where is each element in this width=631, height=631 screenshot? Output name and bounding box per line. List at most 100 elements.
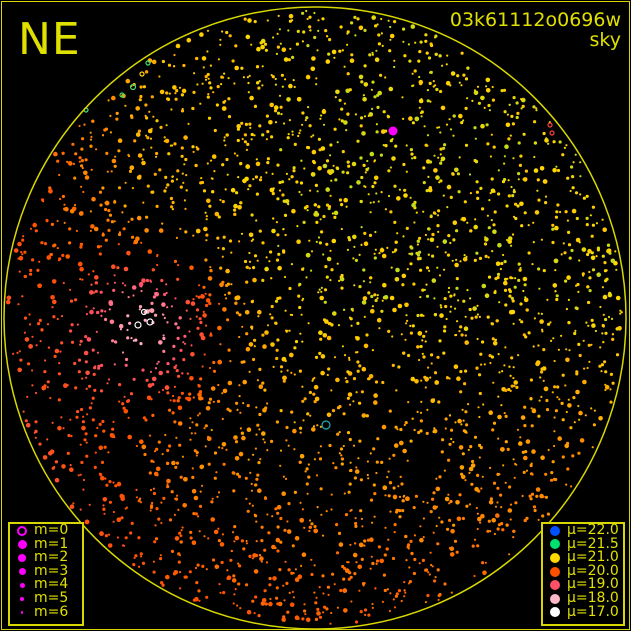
star-mark: [143, 452, 147, 457]
star-mark: [227, 115, 232, 119]
star-mark: [270, 316, 274, 320]
star-mark: [547, 142, 550, 145]
star-mark: [475, 506, 478, 510]
star-mark: [79, 508, 82, 511]
star-mark: [505, 523, 509, 527]
star-mark: [301, 111, 305, 115]
star-mark: [491, 250, 494, 253]
star-mark: [320, 286, 323, 289]
star-mark: [457, 190, 461, 194]
star-mark: [158, 228, 164, 233]
star-mark: [56, 159, 60, 163]
star-mark: [223, 72, 226, 75]
star-mark: [239, 411, 242, 414]
star-mark: [149, 58, 152, 61]
star-mark: [591, 223, 596, 227]
star-mark: [441, 438, 445, 442]
star-mark: [330, 493, 333, 496]
star-mark: [455, 500, 460, 505]
star-mark: [346, 160, 350, 164]
star-mark: [57, 425, 62, 431]
star-mark: [248, 260, 252, 263]
star-mark: [360, 175, 364, 180]
star-mark: [70, 340, 75, 344]
star-mark: [533, 168, 539, 173]
star-mark: [203, 535, 206, 538]
star-mark: [24, 419, 28, 423]
star-mark: [148, 434, 152, 437]
star-mark: [363, 231, 367, 235]
star-mark: [175, 236, 178, 239]
star-mark: [135, 444, 138, 448]
star-mark: [183, 199, 186, 202]
star-mark: [229, 360, 232, 363]
star-mark: [222, 247, 225, 250]
star-mark: [578, 241, 581, 244]
star-mark: [531, 263, 534, 266]
star-mark: [439, 89, 443, 94]
star-mark: [170, 305, 173, 308]
star-mark: [463, 382, 467, 386]
star-mark: [288, 119, 291, 122]
star-mark: [234, 440, 239, 444]
star-mark: [450, 428, 454, 432]
star-mark: [161, 453, 164, 456]
star-mark: [524, 169, 529, 173]
star-mark: [249, 126, 252, 129]
star-mark: [460, 423, 463, 426]
star-mark: [104, 207, 108, 212]
star-mark: [63, 207, 67, 211]
star-mark: [522, 289, 525, 293]
star-mark: [205, 233, 209, 237]
star-mark: [271, 228, 276, 234]
star-mark: [350, 53, 354, 57]
star-mark: [80, 407, 84, 412]
star-mark: [173, 259, 178, 263]
star-mark: [540, 370, 544, 374]
star-mark: [615, 268, 618, 271]
star-mark: [518, 441, 523, 446]
star-mark: [353, 476, 357, 480]
star-mark: [185, 174, 188, 177]
star-mark: [439, 304, 442, 307]
star-mark: [488, 410, 494, 416]
star-mark: [257, 315, 260, 318]
star-mark: [303, 167, 306, 170]
star-mark: [425, 266, 430, 270]
star-mark: [353, 284, 356, 287]
star-mark: [242, 379, 247, 385]
star-mark: [452, 114, 456, 118]
star-mark: [389, 592, 392, 595]
star-mark: [130, 337, 133, 340]
star-mark: [313, 212, 318, 217]
star-mark: [361, 413, 367, 418]
star-mark: [264, 266, 269, 272]
star-mark: [525, 516, 529, 520]
star-mark: [138, 281, 144, 287]
magnitude-legend-label: m=3: [34, 562, 69, 579]
star-mark: [330, 611, 333, 615]
star-mark: [476, 512, 479, 515]
star-mark: [553, 385, 557, 389]
star-mark: [198, 317, 202, 321]
star-mark: [473, 126, 477, 130]
star-mark: [360, 226, 363, 229]
star-mark: [239, 427, 242, 430]
star-mark: [429, 70, 433, 74]
star-mark: [247, 81, 250, 85]
star-mark: [189, 417, 192, 420]
star-mark: [216, 85, 220, 89]
star-mark: [254, 175, 258, 179]
star-mark: [89, 229, 92, 232]
star-mark: [485, 88, 491, 93]
star-mark: [85, 454, 89, 458]
star-mark: [343, 566, 347, 571]
star-mark: [519, 154, 523, 158]
star-mark: [432, 505, 438, 510]
star-mark: [303, 609, 307, 613]
star-mark: [553, 416, 556, 419]
star-mark: [319, 445, 322, 448]
star-mark: [95, 330, 98, 333]
star-mark: [457, 418, 462, 424]
star-mark: [412, 282, 416, 286]
